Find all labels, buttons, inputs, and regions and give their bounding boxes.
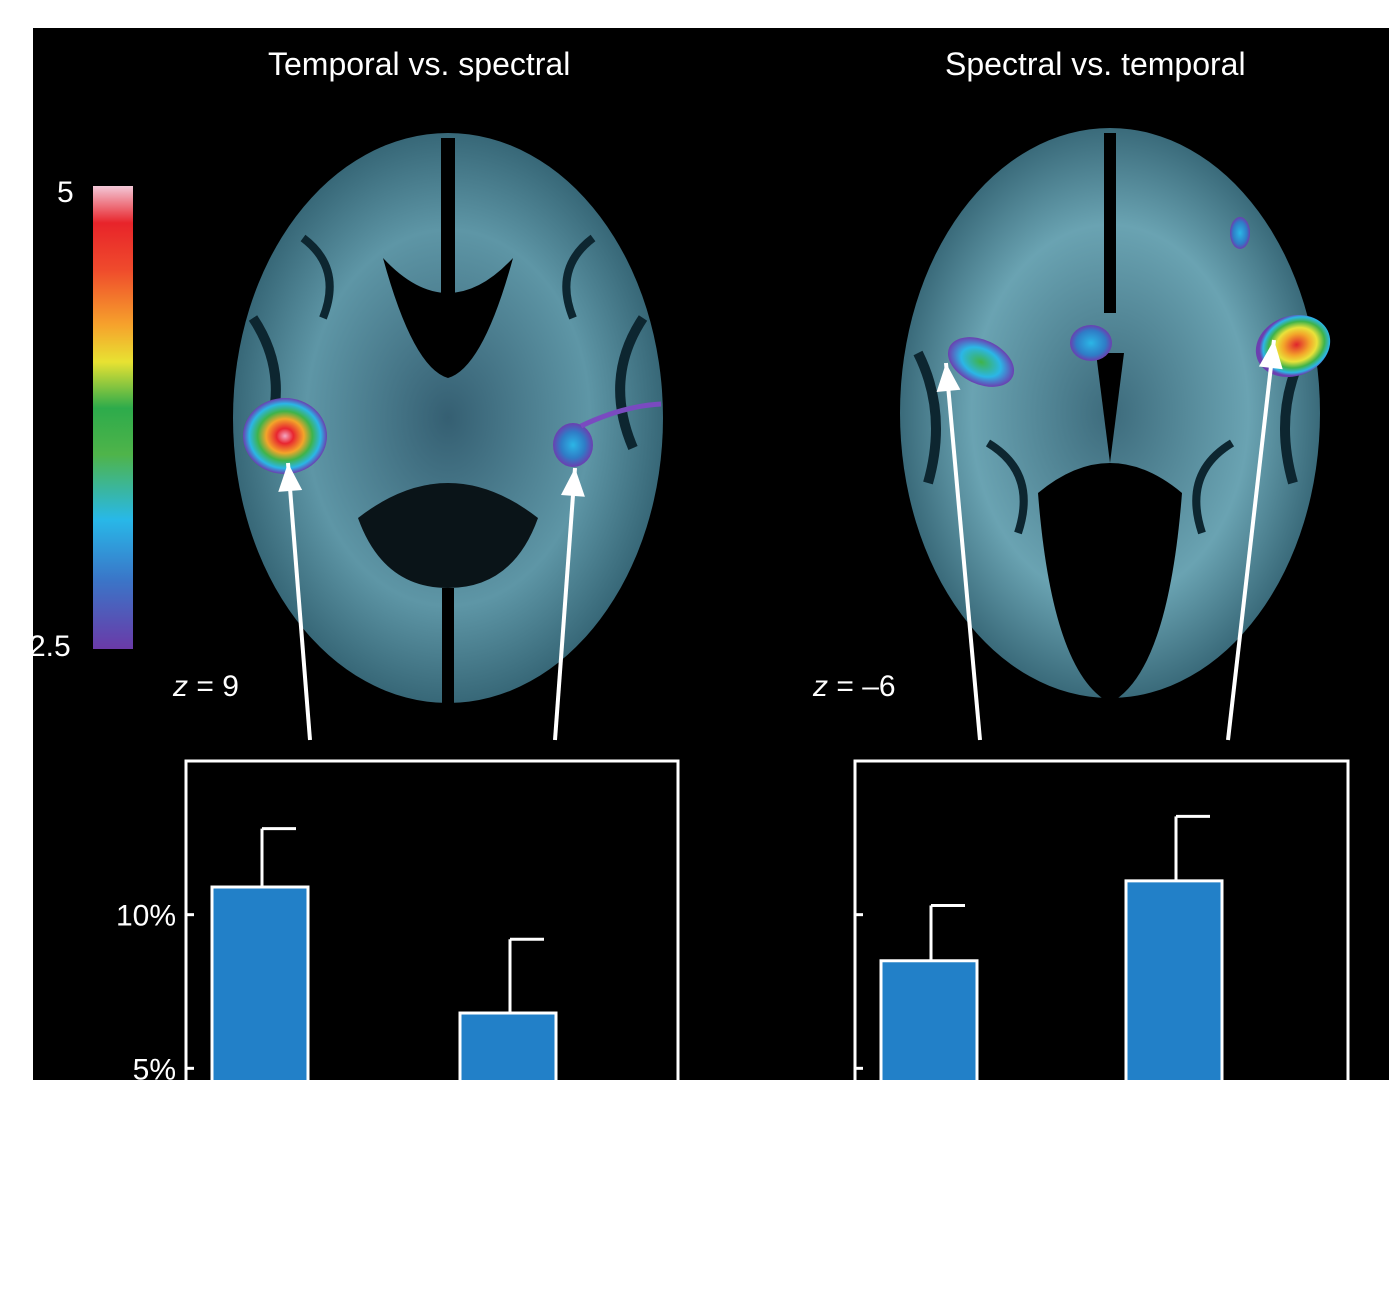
brain-slice-right-image xyxy=(900,128,1331,703)
arrow-line-2 xyxy=(944,362,982,741)
panel-title-left: Temporal vs. spectral xyxy=(268,46,571,82)
colorbar xyxy=(93,186,133,649)
arrow-head-1 xyxy=(560,468,585,497)
chart-frame-1 xyxy=(853,759,1350,1080)
colorbar-min-label: 2.5 xyxy=(33,630,71,663)
slice-value-right: –6 xyxy=(862,670,896,703)
arrow-head-0 xyxy=(278,463,303,492)
chart-overlay: 0%5%10%LeftRightLeftRight xyxy=(116,339,1350,1080)
chart-frame-0 xyxy=(184,759,680,1080)
y-tick-label-0-2: 10% xyxy=(116,900,176,933)
bar-1-1 xyxy=(1124,879,1224,1080)
slice-label-right: z = –6 xyxy=(813,670,896,703)
arrow-line-0 xyxy=(286,462,312,741)
colorbar-max-label: 5 xyxy=(57,176,74,209)
slice-label-left: z = 9 xyxy=(173,670,239,703)
slice-axis-right: z xyxy=(813,670,828,703)
arrow-head-3 xyxy=(1258,340,1283,370)
panel-title-right: Spectral vs. temporal xyxy=(945,46,1246,82)
y-tick-label-0-1: 5% xyxy=(133,1053,176,1080)
arrow-line-3 xyxy=(1226,339,1276,741)
arrow-line-1 xyxy=(553,467,577,741)
brain-slice-left-image xyxy=(233,133,663,708)
slice-value-left: 9 xyxy=(222,670,239,703)
bar-1-0 xyxy=(879,959,979,1080)
bar-0-0 xyxy=(210,885,310,1080)
figure: Temporal vs. spectral Spectral vs. tempo… xyxy=(33,28,1389,1080)
bar-0-1 xyxy=(458,1011,558,1080)
arrow-head-2 xyxy=(936,363,961,392)
slice-axis-left: z xyxy=(173,670,188,703)
